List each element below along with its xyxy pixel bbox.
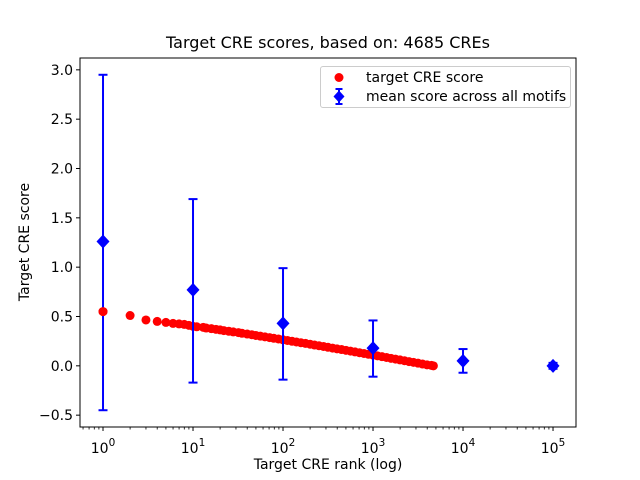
y-tick-label: 0.0 (51, 359, 73, 375)
legend-item-target-score: target CRE score (321, 68, 570, 87)
mean-score-diamond (456, 353, 470, 368)
x-tick-label: 103 (361, 437, 386, 457)
y-tick-label: 2.0 (51, 162, 73, 178)
target-score-point (152, 316, 162, 326)
legend: target CRE score mean score across all m… (320, 66, 571, 108)
legend-circle-icon (334, 73, 344, 82)
y-axis-label: Target CRE score (17, 182, 33, 302)
x-tick-label: 101 (181, 437, 206, 457)
axes-spines (79, 57, 577, 428)
y-tick-label: 3.0 (51, 63, 73, 79)
y-tick-label: 1.5 (51, 211, 73, 227)
target-score-point (98, 307, 108, 317)
mean-score-diamond (276, 316, 290, 331)
x-tick-label: 102 (271, 437, 296, 457)
y-tick-label: −0.5 (39, 408, 73, 424)
legend-label-target-score: target CRE score (366, 69, 484, 86)
mean-score-diamond (546, 358, 560, 373)
y-tick-label: 0.5 (51, 309, 73, 325)
x-tick-label: 100 (91, 437, 116, 457)
mean-score-diamond (96, 234, 110, 249)
x-axis-label: Target CRE rank (log) (253, 457, 403, 473)
target-score-point (428, 361, 438, 371)
target-score-point (192, 322, 202, 332)
target-score-point (125, 311, 135, 321)
legend-diamond-errorbar-icon (333, 88, 345, 105)
x-tick-label: 104 (451, 437, 476, 457)
x-tick-label: 105 (541, 437, 566, 457)
target-score-point (141, 315, 151, 325)
y-tick-label: 2.5 (51, 112, 73, 128)
legend-label-mean-score: mean score across all motifs (366, 88, 567, 105)
mean-score-diamond (366, 341, 380, 356)
mean-score-diamond (186, 282, 200, 297)
chart-title: Target CRE scores, based on: 4685 CREs (166, 33, 490, 52)
target-score-point (161, 317, 171, 327)
y-tick-label: 1.0 (51, 260, 73, 276)
legend-item-mean-score: mean score across all motifs (321, 87, 570, 106)
